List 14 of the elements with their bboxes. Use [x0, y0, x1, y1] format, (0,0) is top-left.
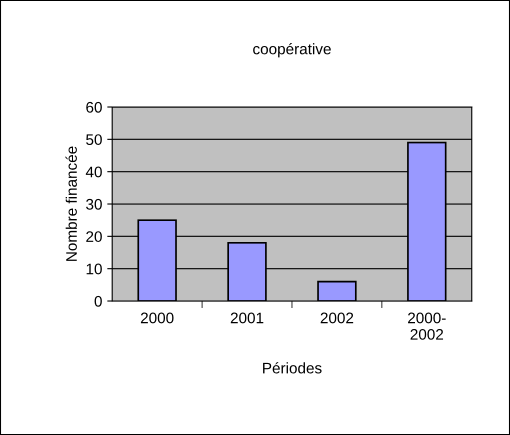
y-tick-label: 30 — [86, 198, 102, 210]
x-tick-label: 2000- 2002 — [408, 312, 446, 340]
y-tick-label: 50 — [86, 134, 102, 146]
chart-title: coopérative — [253, 42, 331, 58]
y-tick-label: 40 — [86, 166, 102, 178]
x-axis-title: Périodes — [263, 362, 322, 374]
y-tick-label: 20 — [86, 231, 102, 242]
x-tick-label: 2001 — [230, 312, 264, 324]
x-tick-label: 2000 — [140, 312, 174, 324]
x-tick-label: 2002 — [320, 312, 354, 324]
y-tick-label: 60 — [86, 102, 102, 113]
y-tick-label: 0 — [94, 296, 102, 307]
y-tick-label: 10 — [86, 264, 102, 274]
y-axis-title: Nombre financée — [66, 146, 77, 261]
